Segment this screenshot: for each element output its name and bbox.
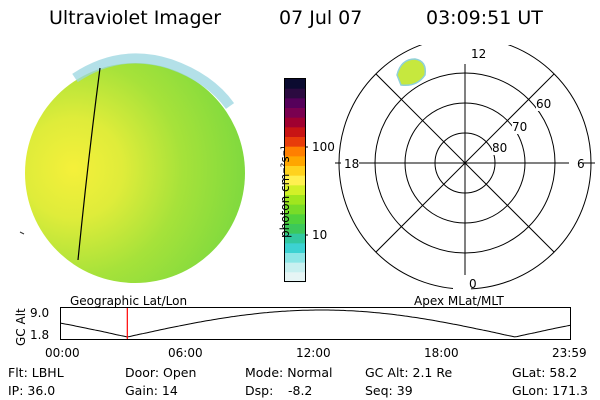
colorbar-tick-100: 100	[312, 140, 335, 154]
time-tick-2359: 23:59	[552, 346, 587, 360]
polar-aurora-patch	[396, 58, 427, 87]
colorbar-cell	[285, 166, 306, 177]
filter-info: Flt: LBHL	[8, 365, 64, 380]
mlat-label-60: 60	[536, 97, 552, 111]
colorbar-cell	[285, 117, 306, 128]
colorbar-cell	[285, 195, 306, 206]
gc-alt-tick-low: 1.8	[30, 328, 50, 342]
colorbar-cell	[285, 108, 306, 119]
instrument-title: Ultraviolet Imager	[49, 7, 222, 29]
colorbar-cell	[285, 146, 306, 157]
apex-title: Apex MLat/MLT	[414, 294, 504, 308]
time-tick-1800: 18:00	[424, 346, 459, 360]
altitude-curve	[60, 309, 571, 338]
colorbar-unit-label: photon cm⁻²s⁻¹	[278, 145, 292, 238]
colorbar-cell	[285, 88, 306, 99]
gc-alt-tick-high: 9.0	[30, 306, 50, 320]
colorbar-cell	[285, 272, 306, 283]
colorbar-tick-10: 10	[312, 228, 328, 242]
earth-disk	[25, 63, 245, 283]
gain-info: Gain: 14	[125, 383, 178, 398]
limb-glow	[72, 53, 235, 110]
mlt-label-0: 0	[469, 277, 477, 291]
colorbar-cell	[285, 204, 306, 215]
geographic-title: Geographic Lat/Lon	[70, 294, 188, 308]
colorbar-cell	[285, 253, 306, 264]
mlt-label-6: 6	[577, 157, 585, 171]
mlat-label-70: 70	[512, 120, 528, 134]
time-tick-0000: 00:00	[45, 346, 80, 360]
dsp-value: -8.2	[288, 383, 313, 398]
door-info: Door: Open	[125, 365, 197, 380]
mlt-label-18: 18	[344, 157, 360, 171]
seq-info: Seq: 39	[365, 383, 413, 398]
colorbar-cell	[285, 262, 306, 273]
ip-info: IP: 36.0	[8, 383, 56, 398]
polar-diagonal-2	[375, 73, 555, 253]
colorbar-cell	[285, 243, 306, 254]
time-label: 03:09:51 UT	[426, 7, 543, 29]
color-scale-bar	[284, 78, 308, 283]
date-label: 07 Jul 07	[279, 7, 363, 29]
glon-info: GLon: 171.3	[512, 383, 588, 398]
colorbar-cell	[285, 156, 306, 167]
glat-info: GLat: 58.2	[512, 365, 578, 380]
mlat-label-80: 80	[492, 141, 508, 155]
gc-alt-axis-label: GC Alt	[14, 308, 28, 346]
dsp-label: Dsp:	[245, 383, 274, 398]
polar-grid	[335, 45, 595, 290]
altitude-timeline	[60, 307, 571, 340]
mode-info: Mode: Normal	[245, 365, 333, 380]
uv-earth-image	[19, 53, 245, 283]
time-tick-0600: 06:00	[168, 346, 203, 360]
colorbar-cell	[285, 175, 306, 186]
mlt-label-12: 12	[471, 47, 487, 61]
colorbar-cell	[285, 233, 306, 244]
colorbar-cell	[285, 214, 306, 225]
colorbar-cell	[285, 224, 306, 235]
colorbar-cell	[285, 98, 306, 109]
colorbar-cell	[285, 127, 306, 138]
terminator-line	[77, 67, 101, 261]
colorbar-cell	[285, 137, 306, 148]
gc-alt-info: GC Alt: 2.1 Re	[365, 365, 453, 380]
time-tick-1200: 12:00	[296, 346, 331, 360]
colorbar-cell	[285, 185, 306, 196]
colorbar-cell	[285, 79, 306, 90]
